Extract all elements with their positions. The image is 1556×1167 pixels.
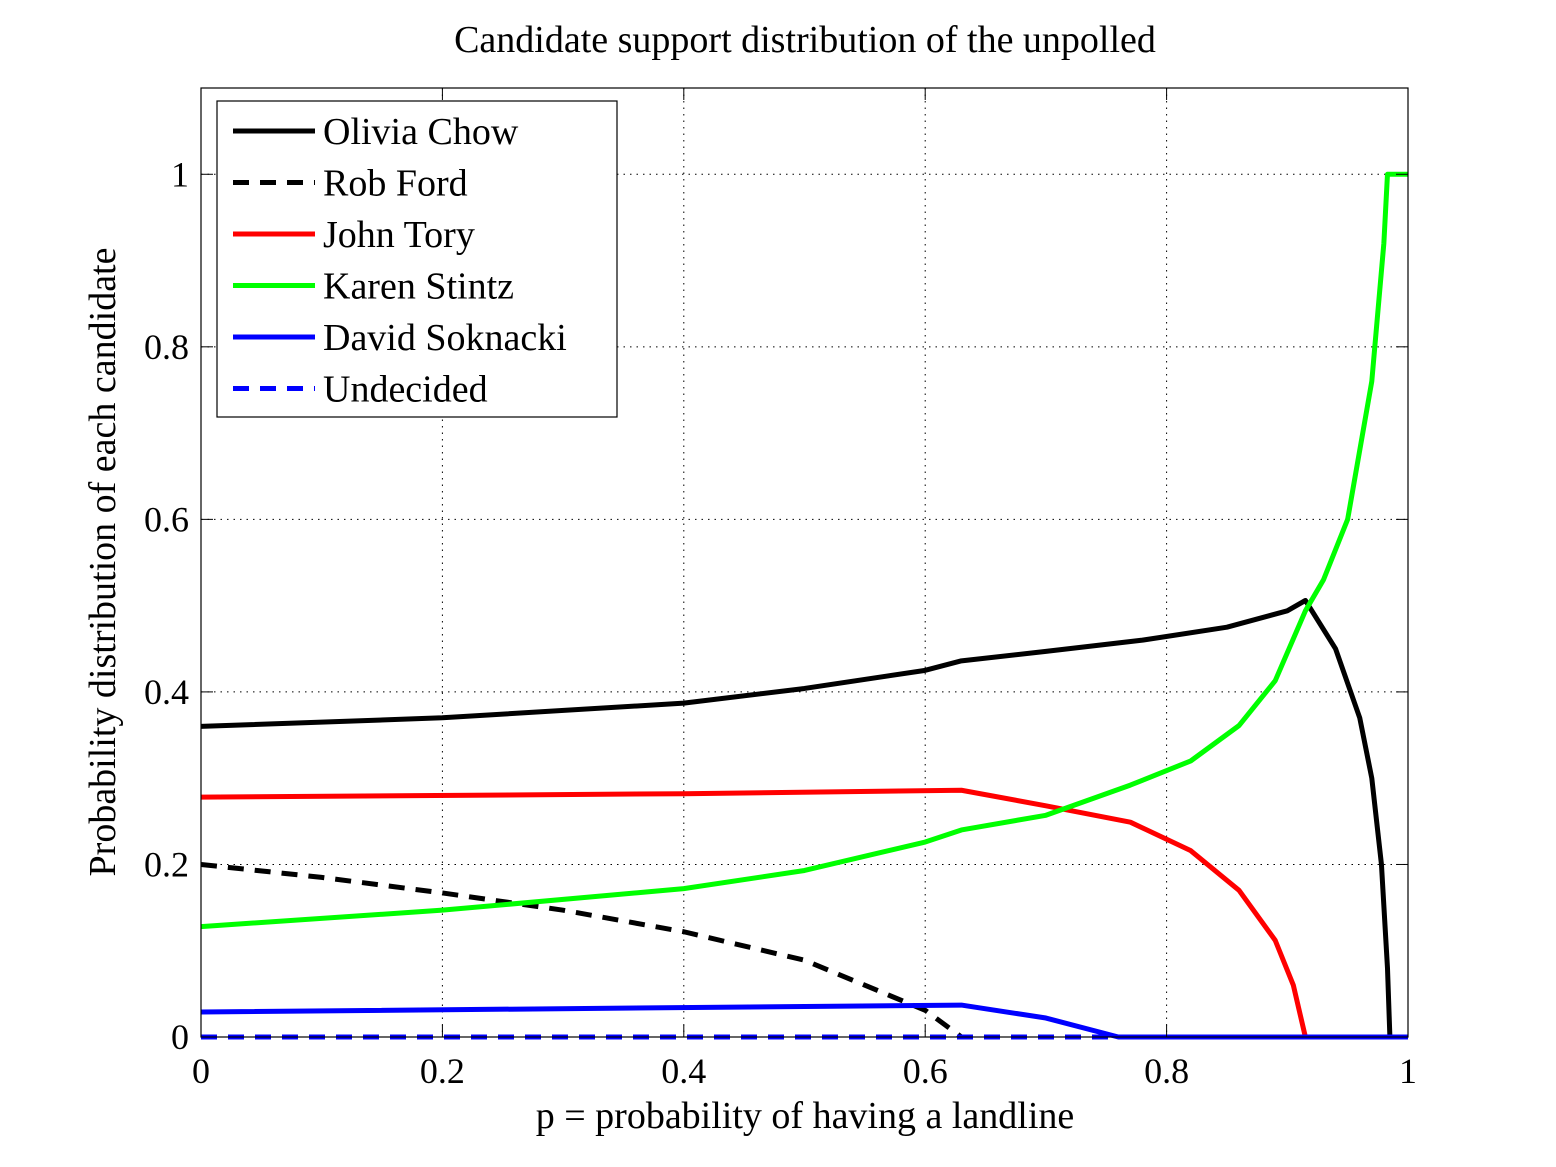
x-tick-label: 0.4 [661,1051,706,1091]
legend-label-david-soknacki: David Soknacki [323,317,567,359]
legend-label-undecided: Undecided [323,369,488,411]
y-tick-label: 0.8 [144,327,189,367]
plot-frame [200,87,1409,1038]
y-axis-label: Probability distribution of each candida… [82,248,124,877]
legend-box [216,100,618,418]
legend-label-john-tory: John Tory [323,214,475,256]
x-axis-label: p = probability of having a landline [536,1095,1075,1137]
chart-title: Candidate support distribution of the un… [454,19,1156,61]
y-tick-label: 0.4 [144,672,189,712]
x-tick-label: 0.2 [420,1051,465,1091]
y-tick-label: 0.2 [144,844,189,884]
series-line-karen-stintz [200,171,1408,930]
y-tick-label: 0.6 [144,499,189,539]
series-line-john-tory [200,787,1408,1040]
y-tick-label: 1 [171,154,189,194]
legend-label-rob-ford: Rob Ford [323,163,468,205]
x-tick-label: 0 [192,1051,210,1091]
legend-label-karen-stintz: Karen Stintz [323,266,514,308]
x-tick-label: 0.6 [903,1051,948,1091]
series-line-olivia-chow [200,597,1393,1038]
series-line-david-soknacki [200,1002,1408,1040]
y-tick-label: 0 [171,1017,189,1057]
x-tick-label: 0.8 [1144,1051,1189,1091]
legend-label-olivia-chow: Olivia Chow [323,111,519,153]
x-tick-label: 1 [1399,1051,1417,1091]
axis-ticks: 0 0.2 0.4 0.6 0.8 1 0 0.2 0.4 0.6 0.8 1 [144,88,1417,1091]
legend: Olivia Chow Rob Ford John Tory Karen Stintz… [216,100,618,418]
series-line-rob-ford [200,861,963,1040]
